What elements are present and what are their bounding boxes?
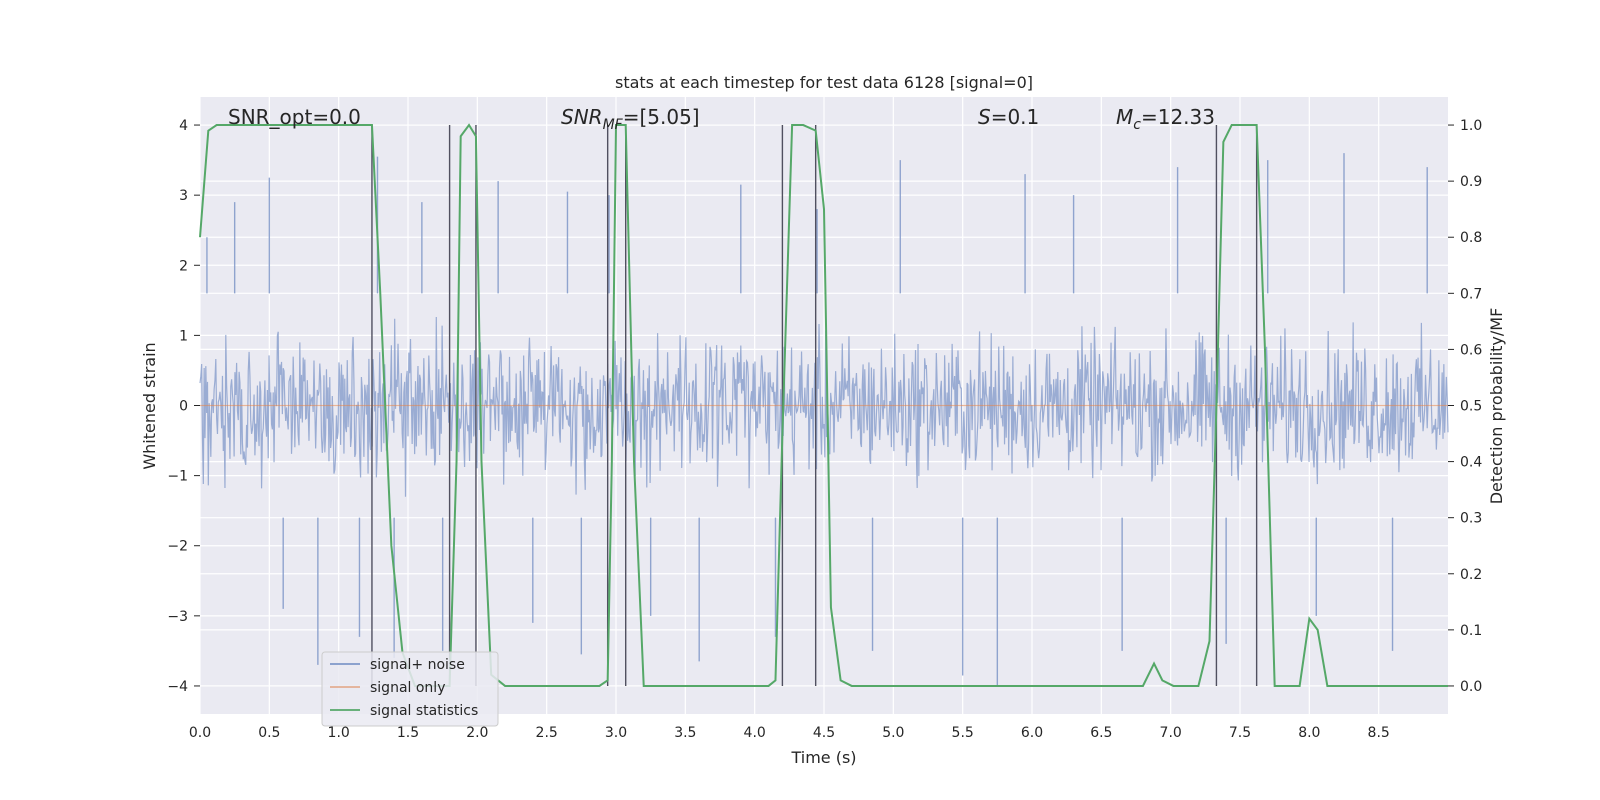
x-tick-label: 4.5 xyxy=(813,725,835,741)
x-tick-label: 0.5 xyxy=(258,725,280,741)
x-tick-label: 8.0 xyxy=(1298,725,1320,741)
x-tick-label: 7.5 xyxy=(1229,725,1251,741)
y-tick-label-right: 0.9 xyxy=(1460,174,1482,190)
x-axis-label: Time (s) xyxy=(790,748,856,767)
y-tick-label-right: 0.1 xyxy=(1460,623,1482,639)
mc-sub: c xyxy=(1133,117,1141,133)
legend-label-signal-statistics: signal statistics xyxy=(370,703,478,719)
y-axis-right-label: Detection probability/MF xyxy=(1487,308,1506,505)
x-axis-ticks: 0.0 0.5 1.0 1.5 2.0 2.5 3.0 3.5 4.0 4.5 5.0 5.5 6.0 6… xyxy=(189,725,1390,741)
y-axis-left-ticks: 4 3 2 1 0 −1 −2 −3 −4 xyxy=(167,118,200,695)
y-tick-label-right: 0.7 xyxy=(1460,286,1482,302)
x-tick-label: 7.0 xyxy=(1160,725,1182,741)
x-tick-label: 2.0 xyxy=(466,725,488,741)
mc-main: M xyxy=(1116,105,1133,129)
x-tick-label: 8.5 xyxy=(1368,725,1390,741)
y-tick-label-left: 0 xyxy=(179,399,188,415)
y-tick-label-left: −2 xyxy=(167,539,188,555)
x-tick-label: 5.5 xyxy=(952,725,974,741)
x-tick-label: 1.0 xyxy=(328,725,350,741)
y-tick-label-left: 3 xyxy=(179,188,188,204)
mc-value: =12.33 xyxy=(1141,105,1215,129)
y-tick-label-right: 0.8 xyxy=(1460,230,1482,246)
y-tick-label-left: −4 xyxy=(167,679,188,695)
x-tick-label: 3.5 xyxy=(674,725,696,741)
x-tick-label: 4.0 xyxy=(744,725,766,741)
snr-mf-sub: MF xyxy=(603,117,624,133)
snr-mf-annotation: SNRMF=[5.05] xyxy=(561,105,700,133)
y-tick-label-left: 1 xyxy=(179,328,188,344)
x-tick-label: 3.0 xyxy=(605,725,627,741)
x-tick-label: 0.0 xyxy=(189,725,211,741)
signal-plus-noise-series xyxy=(199,153,1449,686)
legend-label-signal-plus-noise: signal+ noise xyxy=(370,657,465,673)
y-tick-label-left: 4 xyxy=(179,118,188,134)
legend: signal+ noise signal only signal statist… xyxy=(321,651,499,727)
s-main: S xyxy=(978,105,991,129)
s-value: =0.1 xyxy=(991,105,1040,129)
s-annotation: S=0.1 xyxy=(978,105,1039,129)
x-tick-label: 2.5 xyxy=(536,725,558,741)
y-tick-label-right: 0.3 xyxy=(1460,511,1482,527)
snr-mf-main: SNR xyxy=(561,105,603,129)
x-tick-label: 6.0 xyxy=(1021,725,1043,741)
annotations: SNR_opt=0.0 SNRMF=[5.05] S=0.1 Mc=12.33 xyxy=(228,105,1215,133)
y-axis-right-ticks: 1.0 0.9 0.8 0.7 0.6 0.5 0.4 0.3 0.2 0.1 0.0 xyxy=(1448,118,1482,695)
y-tick-label-right: 0.6 xyxy=(1460,342,1482,358)
snr-opt-annotation: SNR_opt=0.0 xyxy=(228,105,361,129)
y-tick-label-left: −1 xyxy=(167,469,188,485)
y-tick-label-right: 0.4 xyxy=(1460,455,1482,471)
legend-box xyxy=(321,651,499,727)
legend-label-signal-only: signal only xyxy=(370,680,445,696)
y-tick-label-right: 0.2 xyxy=(1460,567,1482,583)
y-tick-label-left: −3 xyxy=(167,609,188,625)
y-tick-label-right: 1.0 xyxy=(1460,118,1482,134)
y-tick-label-left: 2 xyxy=(179,258,188,274)
x-tick-label: 5.0 xyxy=(882,725,904,741)
signal-plus-noise-line xyxy=(199,317,1449,497)
x-tick-label: 1.5 xyxy=(397,725,419,741)
x-tick-label: 6.5 xyxy=(1090,725,1112,741)
chart-title: stats at each timestep for test data 612… xyxy=(615,73,1033,92)
snr-mf-value: =[5.05] xyxy=(623,105,700,129)
y-tick-label-right: 0.5 xyxy=(1460,399,1482,415)
y-tick-label-right: 0.0 xyxy=(1460,679,1482,695)
y-axis-left-label: Whitened strain xyxy=(140,342,159,469)
mc-annotation: Mc=12.33 xyxy=(1116,105,1215,133)
signal-plus-noise-spikes xyxy=(206,153,1428,686)
